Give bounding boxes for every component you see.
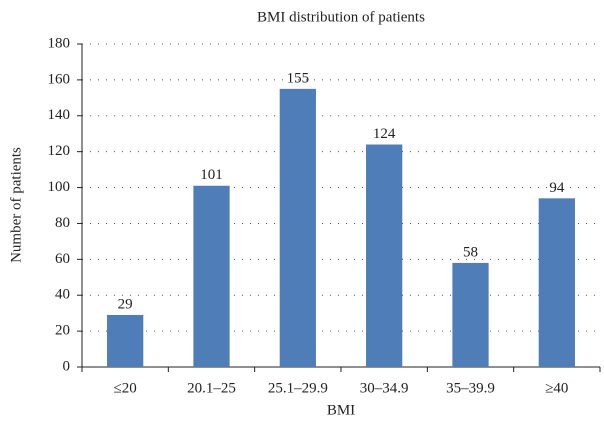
value-label: 155 <box>287 70 310 86</box>
y-tick-label: 0 <box>63 358 71 374</box>
x-tick-label: 35–39.9 <box>446 380 495 396</box>
x-tick-label: 30–34.9 <box>360 380 409 396</box>
bar <box>279 88 316 367</box>
value-label: 94 <box>549 180 565 196</box>
x-tick-label: 20.1–25 <box>187 380 236 396</box>
value-label: 29 <box>118 296 133 312</box>
chart-title: BMI distribution of patients <box>257 9 425 25</box>
y-tick-label: 120 <box>48 143 71 159</box>
y-tick-label: 40 <box>55 287 70 303</box>
value-label: 58 <box>463 244 478 260</box>
bar <box>366 144 403 367</box>
bar <box>538 198 575 367</box>
y-tick-label: 100 <box>48 179 71 195</box>
y-tick-label: 80 <box>55 215 70 231</box>
y-axis-label: Number of patients <box>8 147 24 263</box>
y-tick-label: 60 <box>55 251 70 267</box>
bar <box>452 262 489 367</box>
value-label: 101 <box>200 167 223 183</box>
y-tick-label: 140 <box>48 107 71 123</box>
x-axis-label: BMI <box>327 402 355 418</box>
x-tick-label: 25.1–29.9 <box>268 380 328 396</box>
y-tick-label: 160 <box>48 71 71 87</box>
y-tick-label: 180 <box>48 35 71 51</box>
bar <box>107 314 144 367</box>
y-tick-label: 20 <box>55 323 70 339</box>
x-tick-label: ≥40 <box>545 380 568 396</box>
x-tick-label: ≤20 <box>114 380 137 396</box>
value-label: 124 <box>373 126 396 142</box>
bar <box>193 185 230 367</box>
